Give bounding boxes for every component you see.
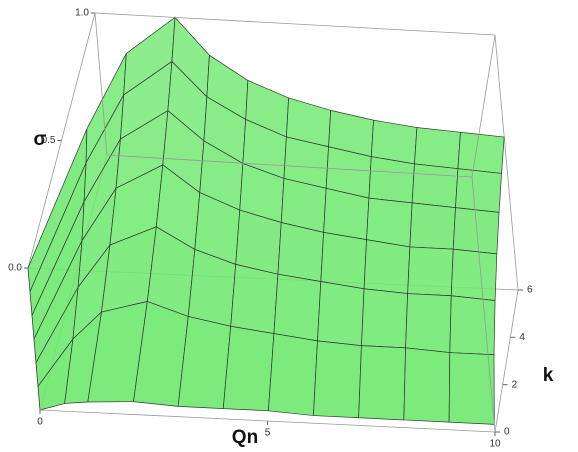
surface-patch — [449, 295, 496, 356]
box-edge — [471, 176, 496, 433]
box-edge — [494, 289, 519, 433]
surface-patch — [457, 131, 505, 174]
surface-patch — [409, 202, 456, 250]
surface-patch — [363, 239, 411, 294]
box-edge — [94, 12, 496, 36]
box-edge — [106, 154, 473, 178]
box-edge — [471, 34, 496, 178]
surface-patch — [403, 347, 451, 423]
surface-patch — [273, 273, 322, 342]
z-tick-label: 0.5 — [42, 135, 56, 146]
surface-patch — [448, 352, 495, 425]
surface-patch — [370, 119, 418, 165]
surface-patch — [405, 293, 452, 353]
y-tick-label: 2 — [512, 379, 518, 390]
surface-patch — [411, 163, 459, 209]
surface-patch — [361, 288, 408, 349]
surface-patch — [407, 246, 454, 297]
surface-patch — [358, 345, 406, 421]
y-tick-label: 0 — [504, 427, 510, 438]
z-tick-label: 1.0 — [75, 8, 89, 19]
surface-patch — [450, 248, 498, 301]
box-edge — [494, 34, 519, 291]
y-tick-label: 4 — [519, 332, 525, 343]
x-axis-label: Qn — [232, 427, 258, 448]
surface-patch — [313, 340, 362, 419]
y-tick-label: 6 — [527, 285, 533, 296]
y-axis-label: k — [543, 365, 554, 386]
surface-patch — [277, 222, 324, 282]
z-tick-label: 0.0 — [8, 263, 22, 274]
surface-patch — [414, 127, 461, 170]
surface-patch — [455, 168, 502, 213]
surface-patch — [317, 281, 365, 347]
z-axis-label: σ — [34, 129, 47, 150]
box-edge — [94, 12, 108, 156]
surface-patch — [222, 325, 275, 412]
surface-patch — [230, 263, 279, 334]
x-tick-label: 5 — [265, 428, 271, 439]
surface-patch — [320, 231, 367, 290]
x-tick-label: 0 — [37, 417, 43, 428]
surface-patch — [268, 333, 318, 416]
surface-patch — [368, 156, 415, 204]
surface-patch — [452, 207, 500, 255]
surface-patch — [366, 197, 413, 248]
x-tick-label: 10 — [489, 439, 501, 450]
